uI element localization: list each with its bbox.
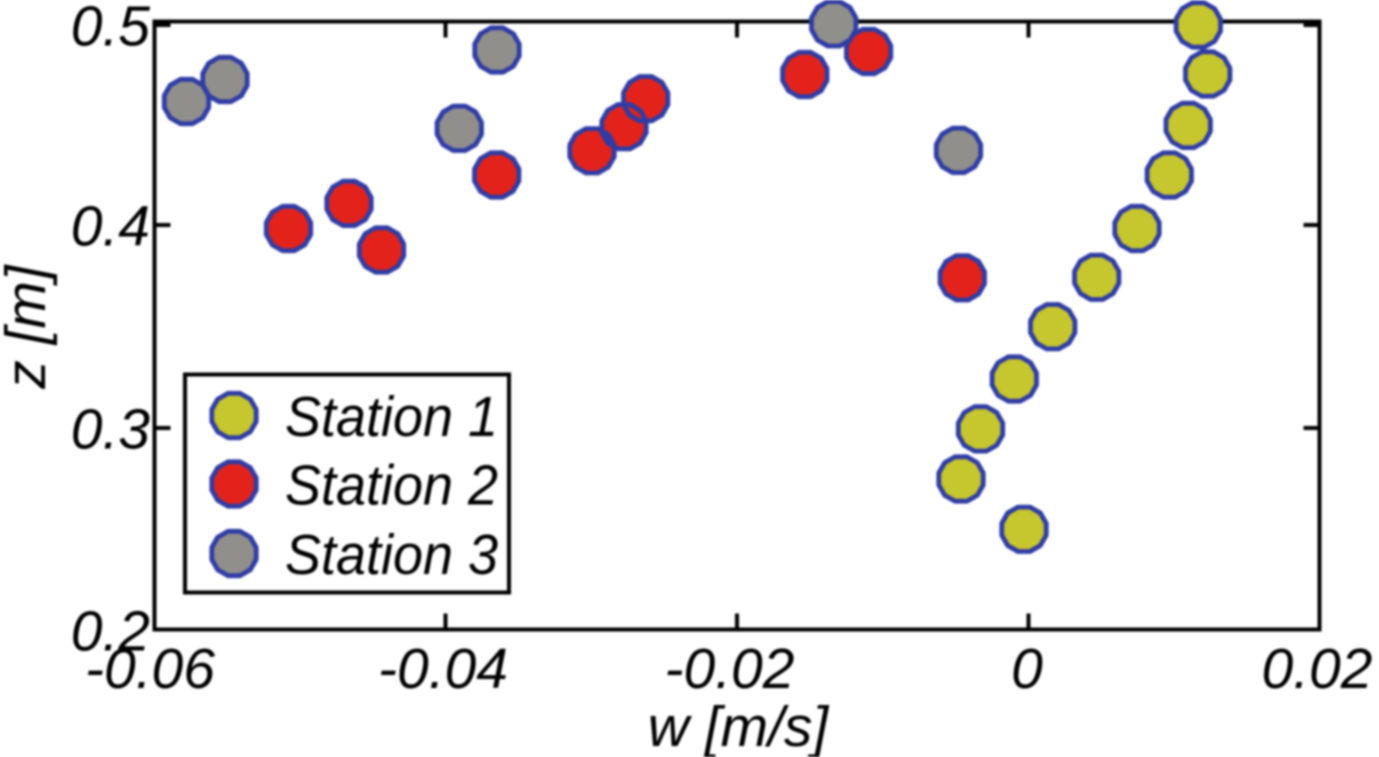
svg-text:-0.04: -0.04	[378, 637, 508, 701]
svg-text:Station 3: Station 3	[285, 523, 498, 587]
svg-text:0.3: 0.3	[71, 398, 151, 462]
svg-text:0.2: 0.2	[71, 600, 150, 664]
svg-text:0.5: 0.5	[71, 0, 151, 59]
svg-text:-0.02: -0.02	[665, 637, 795, 701]
svg-text:0.4: 0.4	[71, 195, 150, 259]
svg-text:-0.06: -0.06	[85, 637, 215, 701]
svg-text:Station 2: Station 2	[285, 454, 498, 518]
svg-text:z [m]: z [m]	[0, 264, 58, 390]
svg-text:Station 1: Station 1	[285, 385, 498, 449]
svg-text:0.02: 0.02	[1262, 637, 1373, 701]
svg-text:w [m/s]: w [m/s]	[648, 695, 830, 757]
svg-text:0: 0	[1011, 637, 1043, 701]
